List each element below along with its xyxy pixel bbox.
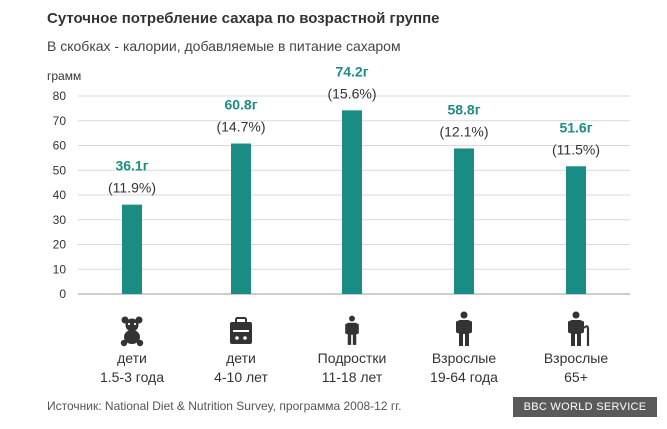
value-label-2: 74.2г xyxy=(335,63,368,79)
category-label-line1-2: Подростки xyxy=(318,350,387,366)
bar-0 xyxy=(122,204,142,294)
percent-label-4: (11.5%) xyxy=(552,141,600,157)
category-icons xyxy=(120,311,590,347)
value-label-3: 58.8г xyxy=(447,101,480,117)
y-tick-label-0: 0 xyxy=(59,287,66,301)
source-note: Источник: National Diet & Nutrition Surv… xyxy=(47,399,402,413)
y-axis-ticks: 0 10 20 30 40 50 60 70 80 xyxy=(53,89,67,301)
chart-title: Суточное потребление сахара по возрастно… xyxy=(47,10,440,27)
value-label-0: 36.1г xyxy=(115,158,148,174)
percent-label-1: (14.7%) xyxy=(216,119,265,135)
category-label-line2-3: 19-64 года xyxy=(430,369,498,385)
adult-person-icon xyxy=(456,311,472,346)
elderly-person-cane-icon xyxy=(568,311,590,346)
lunchbox-icon xyxy=(230,317,252,344)
category-labels: дети 1.5-3 года дети 4-10 лет Подростки 11-18… xyxy=(100,350,608,385)
category-label-line1-1: дети xyxy=(226,350,256,366)
bar-labels: 36.1г (11.9%) 60.8г (14.7%) 74.2г (15.6%) 58.8… xyxy=(108,63,600,195)
teen-person-icon xyxy=(345,315,359,345)
category-label-line1-0: дети xyxy=(117,350,147,366)
bar-2 xyxy=(342,110,362,294)
category-label-line1-4: Взрослые xyxy=(544,350,609,366)
percent-label-2: (15.6%) xyxy=(327,85,376,101)
value-label-4: 51.6г xyxy=(559,119,592,135)
y-tick-label-80: 80 xyxy=(53,89,67,103)
y-tick-label-50: 50 xyxy=(53,163,67,177)
y-tick-label-60: 60 xyxy=(53,139,67,153)
category-label-line1-3: Взрослые xyxy=(432,350,497,366)
y-tick-label-20: 20 xyxy=(53,238,67,252)
bbc-world-service-badge: BBC WORLD SERVICE xyxy=(513,397,657,417)
percent-label-3: (12.1%) xyxy=(439,123,488,139)
y-tick-label-70: 70 xyxy=(53,114,67,128)
y-tick-label-40: 40 xyxy=(53,188,67,202)
category-label-line2-2: 11-18 лет xyxy=(322,369,383,385)
bar-1 xyxy=(231,143,251,294)
teddy-bear-icon xyxy=(120,316,144,347)
percent-label-0: (11.9%) xyxy=(108,180,156,196)
category-label-line2-1: 4-10 лет xyxy=(214,369,268,385)
bar-3 xyxy=(454,148,474,294)
bars xyxy=(122,110,586,294)
chart-subtitle: В скобках - калории, добавляемые в питан… xyxy=(47,38,401,54)
y-tick-label-10: 10 xyxy=(53,262,67,276)
value-label-1: 60.8г xyxy=(224,97,257,113)
category-label-line2-0: 1.5-3 года xyxy=(100,369,164,385)
y-tick-label-30: 30 xyxy=(53,213,67,227)
y-axis-unit-label: грамм xyxy=(47,69,81,83)
category-label-line2-4: 65+ xyxy=(564,369,588,385)
bar-4 xyxy=(566,166,586,294)
